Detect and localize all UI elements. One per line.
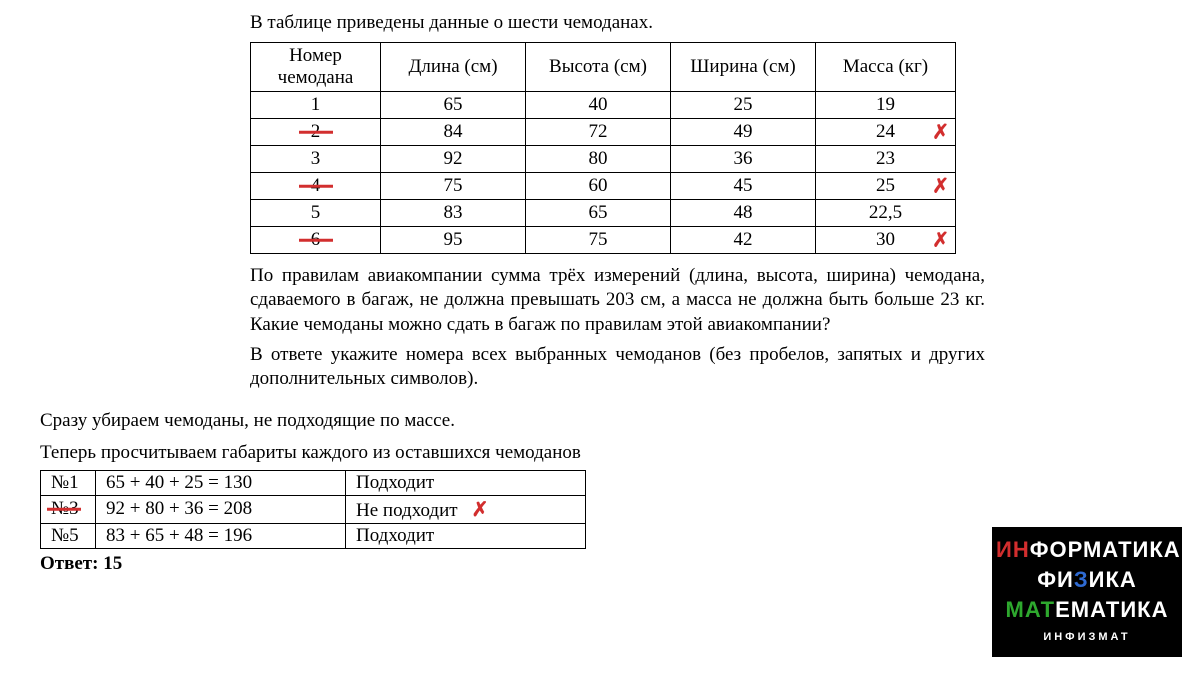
cell-value: 60	[526, 173, 671, 200]
cell-mass: 19	[816, 92, 956, 119]
calc-cell-num: №5	[41, 523, 96, 548]
cell-value: 40	[526, 92, 671, 119]
logo-line-informatika: ИНФОРМАТИКА	[996, 537, 1178, 563]
logo-line-fizika: ФИЗИКА	[996, 567, 1178, 593]
cell-value: 83	[381, 200, 526, 227]
calc-row: №392 + 80 + 36 = 208Не подходит✗	[41, 495, 586, 523]
cell-value: 65	[526, 200, 671, 227]
x-mark-icon: ✗	[932, 228, 949, 253]
cell-mass: 25✗	[816, 173, 956, 200]
cell-number: 4	[251, 173, 381, 200]
logo-infizmat: ИНФОРМАТИКА ФИЗИКА МАТЕМАТИКА ИНФИЗМАТ	[992, 527, 1182, 657]
header-number: Номер чемодана	[251, 43, 381, 92]
cell-value: 48	[671, 200, 816, 227]
cell-value: 49	[671, 119, 816, 146]
table-header-row: Номер чемодана Длина (см) Высота (см) Ши…	[251, 43, 956, 92]
cell-value: 95	[381, 227, 526, 254]
cell-mass: 23	[816, 146, 956, 173]
logo-line-infizmat: ИНФИЗМАТ	[996, 631, 1178, 643]
calc-cell-expr: 83 + 65 + 48 = 196	[96, 523, 346, 548]
table-row: 165402519	[251, 92, 956, 119]
cell-mass: 22,5	[816, 200, 956, 227]
cell-value: 72	[526, 119, 671, 146]
cell-number: 6	[251, 227, 381, 254]
cell-number: 2	[251, 119, 381, 146]
calculation-table: №165 + 40 + 25 = 130Подходит№392 + 80 + …	[40, 470, 586, 549]
cell-value: 75	[381, 173, 526, 200]
calc-cell-num: №1	[41, 470, 96, 495]
cell-value: 84	[381, 119, 526, 146]
cell-number: 3	[251, 146, 381, 173]
strikethrough-mark	[47, 508, 81, 511]
table-row: 583654822,5	[251, 200, 956, 227]
rules-paragraph-2: В ответе укажите номера всех выбранных ч…	[250, 343, 985, 392]
calc-row: №583 + 65 + 48 = 196Подходит	[41, 523, 586, 548]
cell-number: 1	[251, 92, 381, 119]
calc-cell-result: Подходит	[346, 470, 586, 495]
strikethrough-mark	[299, 185, 333, 188]
rules-paragraph-1: По правилам авиакомпании сумма трёх изме…	[250, 264, 985, 337]
table-row: 475604525✗	[251, 173, 956, 200]
calc-cell-result: Не подходит✗	[346, 495, 586, 523]
x-mark-icon: ✗	[472, 499, 489, 521]
header-height: Высота (см)	[526, 43, 671, 92]
cell-value: 25	[671, 92, 816, 119]
cell-value: 80	[526, 146, 671, 173]
x-mark-icon: ✗	[932, 174, 949, 199]
header-width: Ширина (см)	[671, 43, 816, 92]
logo-line-matematika: МАТЕМАТИКА	[996, 597, 1178, 623]
x-mark-icon: ✗	[932, 120, 949, 145]
cell-value: 36	[671, 146, 816, 173]
table-row: 695754230✗	[251, 227, 956, 254]
calc-cell-expr: 65 + 40 + 25 = 130	[96, 470, 346, 495]
calc-cell-result: Подходит	[346, 523, 586, 548]
cell-value: 45	[671, 173, 816, 200]
cell-value: 65	[381, 92, 526, 119]
cell-mass: 24✗	[816, 119, 956, 146]
cell-mass: 30✗	[816, 227, 956, 254]
solution-step-2: Теперь просчитываем габариты каждого из …	[40, 442, 1160, 464]
solution-step-1: Сразу убираем чемоданы, не подходящие по…	[40, 410, 1160, 432]
intro-text: В таблице приведены данные о шести чемод…	[250, 12, 1160, 34]
suitcase-table: Номер чемодана Длина (см) Высота (см) Ши…	[250, 42, 956, 254]
calc-cell-expr: 92 + 80 + 36 = 208	[96, 495, 346, 523]
header-mass: Масса (кг)	[816, 43, 956, 92]
calc-cell-num: №3	[41, 495, 96, 523]
cell-number: 5	[251, 200, 381, 227]
strikethrough-mark	[299, 131, 333, 134]
table-row: 392803623	[251, 146, 956, 173]
cell-value: 92	[381, 146, 526, 173]
header-length: Длина (см)	[381, 43, 526, 92]
table-row: 284724924✗	[251, 119, 956, 146]
cell-value: 75	[526, 227, 671, 254]
strikethrough-mark	[299, 239, 333, 242]
cell-value: 42	[671, 227, 816, 254]
calc-row: №165 + 40 + 25 = 130Подходит	[41, 470, 586, 495]
